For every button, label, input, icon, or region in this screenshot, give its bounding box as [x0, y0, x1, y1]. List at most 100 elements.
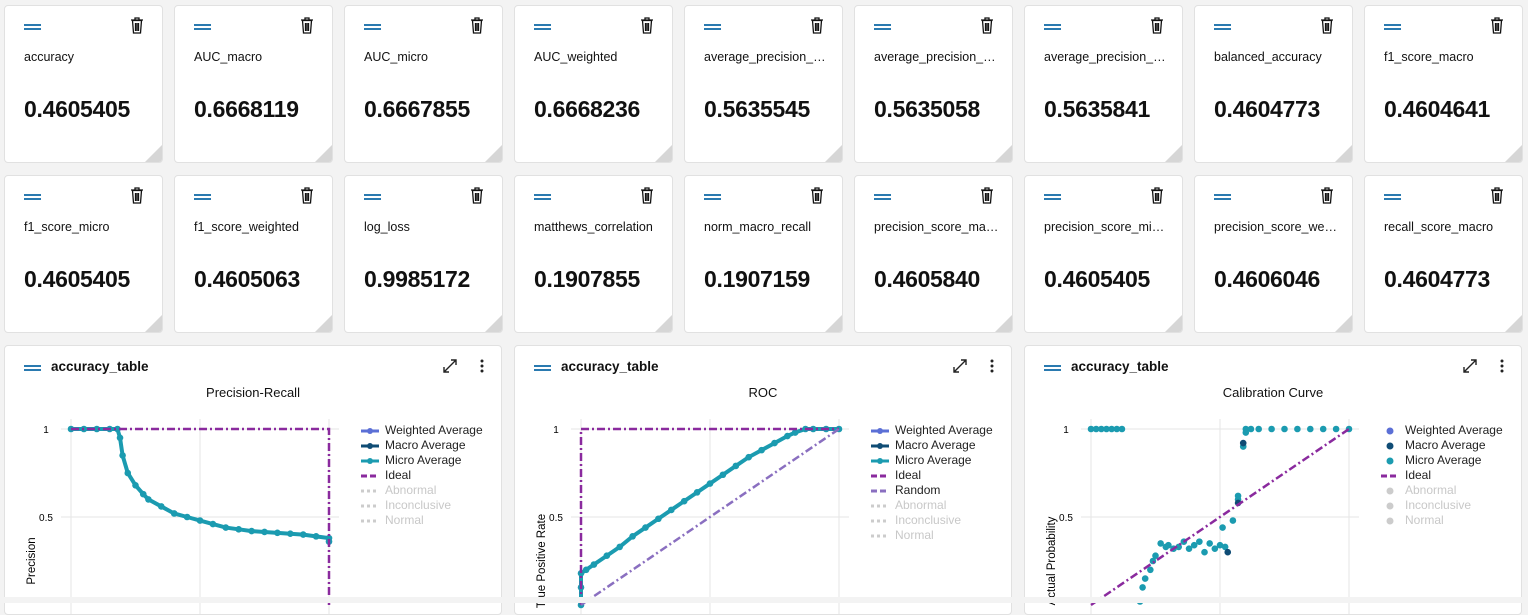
legend-item[interactable]: Random: [871, 483, 993, 498]
resize-handle[interactable]: [1165, 145, 1182, 162]
metric-card[interactable]: precision_score_macro 0.4605840: [854, 175, 1013, 333]
drag-handle-icon[interactable]: [24, 365, 41, 371]
legend-item[interactable]: Inconclusive: [1381, 498, 1503, 513]
trash-icon[interactable]: [470, 17, 484, 34]
legend-item[interactable]: Macro Average: [361, 438, 483, 453]
trash-icon[interactable]: [810, 187, 824, 204]
legend-item[interactable]: Ideal: [871, 468, 993, 483]
trash-icon[interactable]: [1150, 17, 1164, 34]
resize-handle[interactable]: [655, 145, 672, 162]
legend-item[interactable]: Normal: [361, 513, 483, 528]
metric-card[interactable]: AUC_micro 0.6667855: [344, 5, 503, 163]
resize-handle[interactable]: [1335, 315, 1352, 332]
metric-card[interactable]: recall_score_macro 0.4604773: [1364, 175, 1523, 333]
resize-handle[interactable]: [1505, 315, 1522, 332]
metric-card[interactable]: f1_score_micro 0.4605405: [4, 175, 163, 333]
trash-icon[interactable]: [810, 17, 824, 34]
drag-handle-icon[interactable]: [1384, 194, 1401, 200]
expand-icon[interactable]: [442, 358, 458, 374]
drag-handle-icon[interactable]: [1044, 24, 1061, 30]
metric-card[interactable]: average_precision_sco... 0.5635545: [684, 5, 843, 163]
resize-handle[interactable]: [315, 145, 332, 162]
legend-item[interactable]: Macro Average: [871, 438, 993, 453]
resize-handle[interactable]: [1165, 315, 1182, 332]
resize-handle[interactable]: [145, 145, 162, 162]
legend-item[interactable]: Weighted Average: [361, 423, 483, 438]
legend-item[interactable]: Weighted Average: [1381, 423, 1503, 438]
resize-handle[interactable]: [1505, 145, 1522, 162]
more-vertical-icon[interactable]: [989, 358, 995, 374]
resize-handle[interactable]: [485, 145, 502, 162]
drag-handle-icon[interactable]: [874, 194, 891, 200]
expand-icon[interactable]: [1462, 358, 1478, 374]
trash-icon[interactable]: [1320, 17, 1334, 34]
drag-handle-icon[interactable]: [364, 194, 381, 200]
metric-card[interactable]: norm_macro_recall 0.1907159: [684, 175, 843, 333]
trash-icon[interactable]: [130, 17, 144, 34]
drag-handle-icon[interactable]: [534, 24, 551, 30]
legend-item[interactable]: Macro Average: [1381, 438, 1503, 453]
resize-handle[interactable]: [825, 315, 842, 332]
trash-icon[interactable]: [640, 17, 654, 34]
legend-item[interactable]: Micro Average: [361, 453, 483, 468]
legend-item[interactable]: Ideal: [361, 468, 483, 483]
resize-handle[interactable]: [825, 145, 842, 162]
metric-card[interactable]: precision_score_micro 0.4605405: [1024, 175, 1183, 333]
trash-icon[interactable]: [130, 187, 144, 204]
trash-icon[interactable]: [980, 187, 994, 204]
resize-handle[interactable]: [145, 315, 162, 332]
drag-handle-icon[interactable]: [534, 365, 551, 371]
metric-card[interactable]: balanced_accuracy 0.4604773: [1194, 5, 1353, 163]
resize-handle[interactable]: [995, 315, 1012, 332]
legend-item[interactable]: Weighted Average: [871, 423, 993, 438]
resize-handle[interactable]: [995, 145, 1012, 162]
trash-icon[interactable]: [640, 187, 654, 204]
metric-card[interactable]: matthews_correlation 0.1907855: [514, 175, 673, 333]
drag-handle-icon[interactable]: [704, 24, 721, 30]
drag-handle-icon[interactable]: [1214, 24, 1231, 30]
metric-card[interactable]: AUC_macro 0.6668119: [174, 5, 333, 163]
metric-card[interactable]: f1_score_weighted 0.4605063: [174, 175, 333, 333]
drag-handle-icon[interactable]: [194, 194, 211, 200]
metric-card[interactable]: accuracy 0.4605405: [4, 5, 163, 163]
trash-icon[interactable]: [470, 187, 484, 204]
legend-item[interactable]: Abnormal: [871, 498, 993, 513]
legend-item[interactable]: Ideal: [1381, 468, 1503, 483]
expand-icon[interactable]: [952, 358, 968, 374]
drag-handle-icon[interactable]: [1214, 194, 1231, 200]
trash-icon[interactable]: [300, 17, 314, 34]
more-vertical-icon[interactable]: [1499, 358, 1505, 374]
trash-icon[interactable]: [1490, 17, 1504, 34]
drag-handle-icon[interactable]: [24, 194, 41, 200]
metric-card[interactable]: precision_score_weigh... 0.4606046: [1194, 175, 1353, 333]
metric-card[interactable]: average_precision_sco... 0.5635058: [854, 5, 1013, 163]
metric-card[interactable]: log_loss 0.9985172: [344, 175, 503, 333]
metric-card[interactable]: f1_score_macro 0.4604641: [1364, 5, 1523, 163]
trash-icon[interactable]: [980, 17, 994, 34]
legend-item[interactable]: Micro Average: [1381, 453, 1503, 468]
resize-handle[interactable]: [1335, 145, 1352, 162]
legend-item[interactable]: Abnormal: [1381, 483, 1503, 498]
legend-item[interactable]: Abnormal: [361, 483, 483, 498]
resize-handle[interactable]: [655, 315, 672, 332]
legend-item[interactable]: Inconclusive: [871, 513, 993, 528]
trash-icon[interactable]: [1490, 187, 1504, 204]
drag-handle-icon[interactable]: [1044, 365, 1061, 371]
legend-item[interactable]: Inconclusive: [361, 498, 483, 513]
legend-item[interactable]: Normal: [871, 528, 993, 543]
trash-icon[interactable]: [1320, 187, 1334, 204]
trash-icon[interactable]: [1150, 187, 1164, 204]
drag-handle-icon[interactable]: [534, 194, 551, 200]
drag-handle-icon[interactable]: [364, 24, 381, 30]
drag-handle-icon[interactable]: [704, 194, 721, 200]
resize-handle[interactable]: [315, 315, 332, 332]
trash-icon[interactable]: [300, 187, 314, 204]
drag-handle-icon[interactable]: [874, 24, 891, 30]
drag-handle-icon[interactable]: [1384, 24, 1401, 30]
legend-item[interactable]: Micro Average: [871, 453, 993, 468]
resize-handle[interactable]: [485, 315, 502, 332]
metric-card[interactable]: average_precision_sco... 0.5635841: [1024, 5, 1183, 163]
drag-handle-icon[interactable]: [24, 24, 41, 30]
drag-handle-icon[interactable]: [1044, 194, 1061, 200]
metric-card[interactable]: AUC_weighted 0.6668236: [514, 5, 673, 163]
